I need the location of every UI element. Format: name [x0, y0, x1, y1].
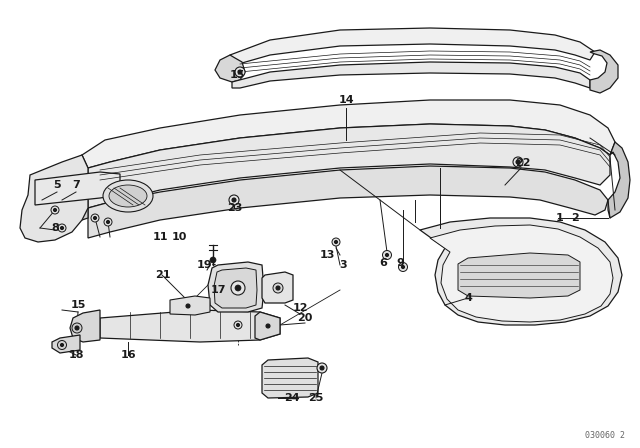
- Polygon shape: [215, 55, 245, 82]
- Polygon shape: [214, 268, 257, 308]
- Circle shape: [513, 157, 523, 167]
- Text: 16: 16: [120, 350, 136, 360]
- Polygon shape: [20, 155, 88, 242]
- Circle shape: [93, 216, 97, 220]
- Circle shape: [238, 70, 242, 74]
- Text: 21: 21: [156, 270, 171, 280]
- Text: 22: 22: [515, 158, 531, 168]
- Circle shape: [58, 340, 67, 349]
- Text: 14: 14: [338, 95, 354, 105]
- Circle shape: [61, 227, 63, 229]
- Polygon shape: [590, 50, 618, 93]
- Polygon shape: [232, 62, 590, 88]
- Text: 15: 15: [70, 300, 86, 310]
- Polygon shape: [430, 225, 613, 322]
- Circle shape: [210, 257, 216, 263]
- Circle shape: [51, 206, 59, 214]
- Text: 13: 13: [319, 250, 335, 260]
- Polygon shape: [208, 262, 264, 312]
- Circle shape: [383, 250, 392, 259]
- Text: 8: 8: [51, 223, 59, 233]
- Circle shape: [317, 363, 327, 373]
- Polygon shape: [100, 310, 280, 342]
- Circle shape: [229, 195, 239, 205]
- Circle shape: [72, 323, 82, 333]
- Text: 10: 10: [172, 232, 187, 242]
- Circle shape: [235, 67, 245, 77]
- Polygon shape: [52, 335, 80, 353]
- Circle shape: [320, 366, 324, 370]
- Polygon shape: [262, 358, 318, 398]
- Polygon shape: [420, 218, 622, 325]
- Polygon shape: [255, 312, 280, 340]
- Ellipse shape: [109, 185, 147, 207]
- Polygon shape: [458, 253, 580, 298]
- Text: 19-: 19-: [197, 260, 217, 270]
- Polygon shape: [262, 272, 293, 303]
- Circle shape: [401, 266, 404, 268]
- Text: 9: 9: [396, 258, 404, 268]
- Polygon shape: [70, 310, 100, 342]
- Circle shape: [232, 198, 236, 202]
- Circle shape: [399, 263, 408, 271]
- Circle shape: [235, 285, 241, 291]
- Circle shape: [106, 220, 109, 224]
- Text: 3: 3: [339, 260, 347, 270]
- Circle shape: [234, 321, 242, 329]
- Text: 12: 12: [292, 303, 308, 313]
- Circle shape: [104, 218, 112, 226]
- Polygon shape: [82, 100, 615, 168]
- Text: 030060 2: 030060 2: [585, 431, 625, 439]
- Circle shape: [237, 323, 239, 327]
- Polygon shape: [88, 166, 608, 238]
- Text: 6: 6: [379, 258, 387, 268]
- Text: 15: 15: [229, 70, 244, 80]
- Circle shape: [263, 321, 273, 331]
- Text: 7: 7: [72, 180, 80, 190]
- Circle shape: [91, 214, 99, 222]
- Text: 23: 23: [227, 203, 243, 213]
- Text: 24: 24: [284, 393, 300, 403]
- Polygon shape: [170, 296, 210, 315]
- Circle shape: [183, 301, 193, 311]
- Text: 18: 18: [68, 350, 84, 360]
- Polygon shape: [35, 172, 120, 205]
- Text: 25: 25: [308, 393, 324, 403]
- Circle shape: [276, 286, 280, 290]
- Circle shape: [231, 281, 245, 295]
- Ellipse shape: [103, 180, 153, 212]
- Polygon shape: [230, 28, 595, 65]
- Text: 1: 1: [556, 213, 564, 223]
- Circle shape: [75, 326, 79, 330]
- Text: 20: 20: [298, 313, 313, 323]
- Polygon shape: [62, 155, 88, 220]
- Circle shape: [266, 324, 270, 328]
- Text: 11: 11: [152, 232, 168, 242]
- Polygon shape: [88, 124, 610, 208]
- Circle shape: [335, 241, 337, 244]
- Text: 2: 2: [571, 213, 579, 223]
- Polygon shape: [608, 142, 630, 218]
- Text: 17: 17: [211, 285, 226, 295]
- Circle shape: [273, 283, 283, 293]
- Circle shape: [332, 238, 340, 246]
- Circle shape: [54, 208, 56, 211]
- Circle shape: [58, 224, 66, 232]
- Circle shape: [186, 304, 190, 308]
- Circle shape: [385, 254, 388, 257]
- Circle shape: [516, 160, 520, 164]
- Circle shape: [61, 344, 63, 346]
- Text: 4: 4: [464, 293, 472, 303]
- Text: 5: 5: [53, 180, 61, 190]
